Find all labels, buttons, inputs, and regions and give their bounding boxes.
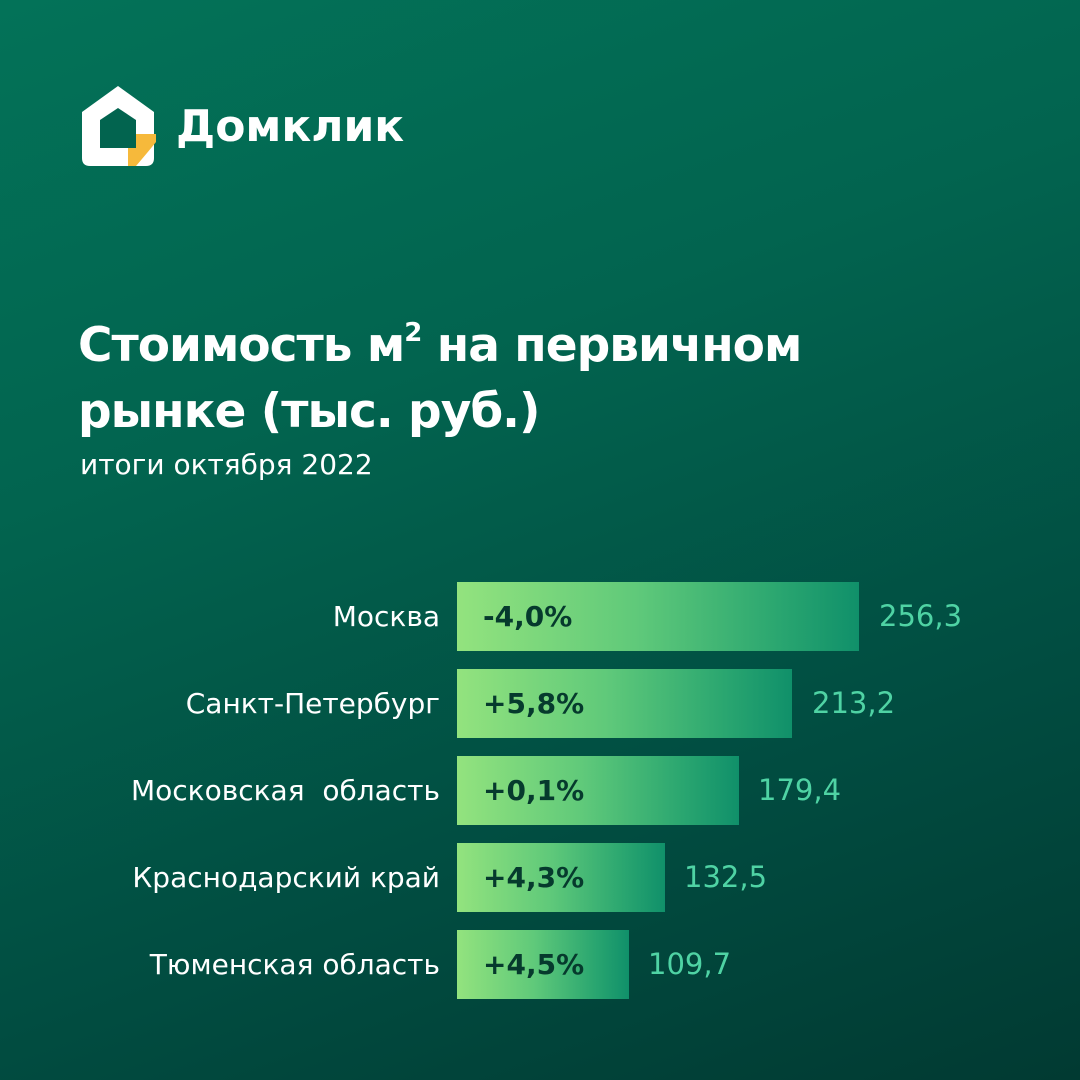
bar: -4,0% <box>457 582 859 651</box>
value-label: 256,3 <box>879 599 963 633</box>
change-label: +4,3% <box>483 861 585 894</box>
category-label: Санкт-Петербург <box>185 687 440 720</box>
bar-row-moscow-region: Московская область +0,1% 179,4 <box>0 756 1080 825</box>
house-icon <box>78 82 158 170</box>
bar-row-moscow: Москва -4,0% 256,3 <box>0 582 1080 651</box>
change-label: +5,8% <box>483 687 585 720</box>
bar-row-krasnodar: Краснодарский край +4,3% 132,5 <box>0 843 1080 912</box>
bar: +4,3% <box>457 843 665 912</box>
value-label: 132,5 <box>684 860 768 894</box>
bar: +4,5% <box>457 930 629 999</box>
category-label: Москва <box>332 600 440 633</box>
change-label: -4,0% <box>483 600 573 633</box>
bar-row-spb: Санкт-Петербург +5,8% 213,2 <box>0 669 1080 738</box>
value-label: 179,4 <box>758 773 842 807</box>
brand-logo: Домклик <box>78 82 404 170</box>
bar: +5,8% <box>457 669 792 738</box>
chart-subtitle: итоги октября 2022 <box>80 448 373 481</box>
change-label: +4,5% <box>483 948 585 981</box>
category-label: Тюменская область <box>149 948 440 981</box>
category-label: Краснодарский край <box>132 861 440 894</box>
bar: +0,1% <box>457 756 739 825</box>
change-label: +0,1% <box>483 774 585 807</box>
value-label: 109,7 <box>648 947 732 981</box>
chart-title: Стоимость м2 на первичном рынке (тыс. ру… <box>78 318 802 439</box>
brand-name: Домклик <box>176 100 405 152</box>
value-label: 213,2 <box>812 686 896 720</box>
category-label: Московская область <box>131 774 440 807</box>
bar-row-tyumen: Тюменская область +4,5% 109,7 <box>0 930 1080 999</box>
